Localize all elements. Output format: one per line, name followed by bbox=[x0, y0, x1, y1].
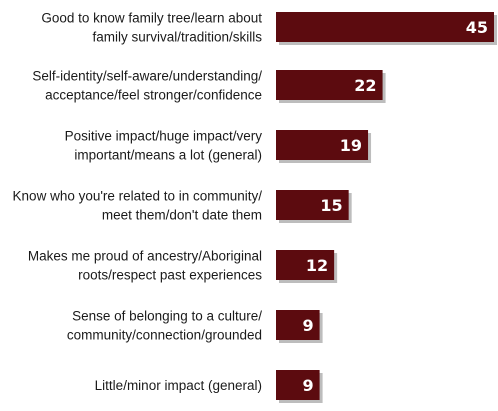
value-label-1: 45 bbox=[466, 18, 488, 37]
value-label-4: 15 bbox=[320, 196, 342, 215]
bar-3 bbox=[276, 130, 369, 160]
bars-layer: 45 22 19 15 12 9 9 bbox=[276, 12, 497, 403]
bar-5 bbox=[276, 250, 335, 280]
bar-6 bbox=[276, 310, 320, 340]
category-label-6-line-2: community/connection/grounded bbox=[67, 328, 262, 343]
category-label-6-line-1: Sense of belonging to a culture/ bbox=[72, 309, 262, 324]
category-label-4-line-2: meet them/don't date them bbox=[102, 208, 262, 223]
value-label-5: 12 bbox=[306, 256, 328, 275]
category-label-5-line-1: Makes me proud of ancestry/Aboriginal bbox=[28, 249, 262, 264]
value-label-2: 22 bbox=[354, 76, 376, 95]
category-labels-layer: Good to know family tree/learn about fami… bbox=[13, 11, 263, 394]
value-label-6: 9 bbox=[302, 316, 313, 335]
value-label-3: 19 bbox=[340, 136, 362, 155]
bar-2 bbox=[276, 70, 383, 100]
category-label-4-line-1: Know who you're related to in community/ bbox=[13, 189, 263, 204]
category-label-3-line-1: Positive impact/huge impact/very bbox=[65, 129, 263, 144]
bar-1 bbox=[276, 12, 494, 42]
category-label-1-line-2: family survival/tradition/skills bbox=[92, 30, 262, 45]
category-label-2-line-2: acceptance/feel stronger/confidence bbox=[45, 88, 262, 103]
category-label-7-line-1: Little/minor impact (general) bbox=[95, 378, 262, 393]
category-label-1-line-1: Good to know family tree/learn about bbox=[41, 11, 262, 26]
value-label-7: 9 bbox=[302, 376, 313, 395]
category-label-5-line-2: roots/respect past experiences bbox=[78, 268, 262, 283]
category-label-2-line-1: Self-identity/self-aware/understanding/ bbox=[32, 69, 262, 84]
bar-7 bbox=[276, 370, 320, 400]
category-label-3-line-2: important/means a lot (general) bbox=[74, 148, 262, 163]
bar-4 bbox=[276, 190, 349, 220]
